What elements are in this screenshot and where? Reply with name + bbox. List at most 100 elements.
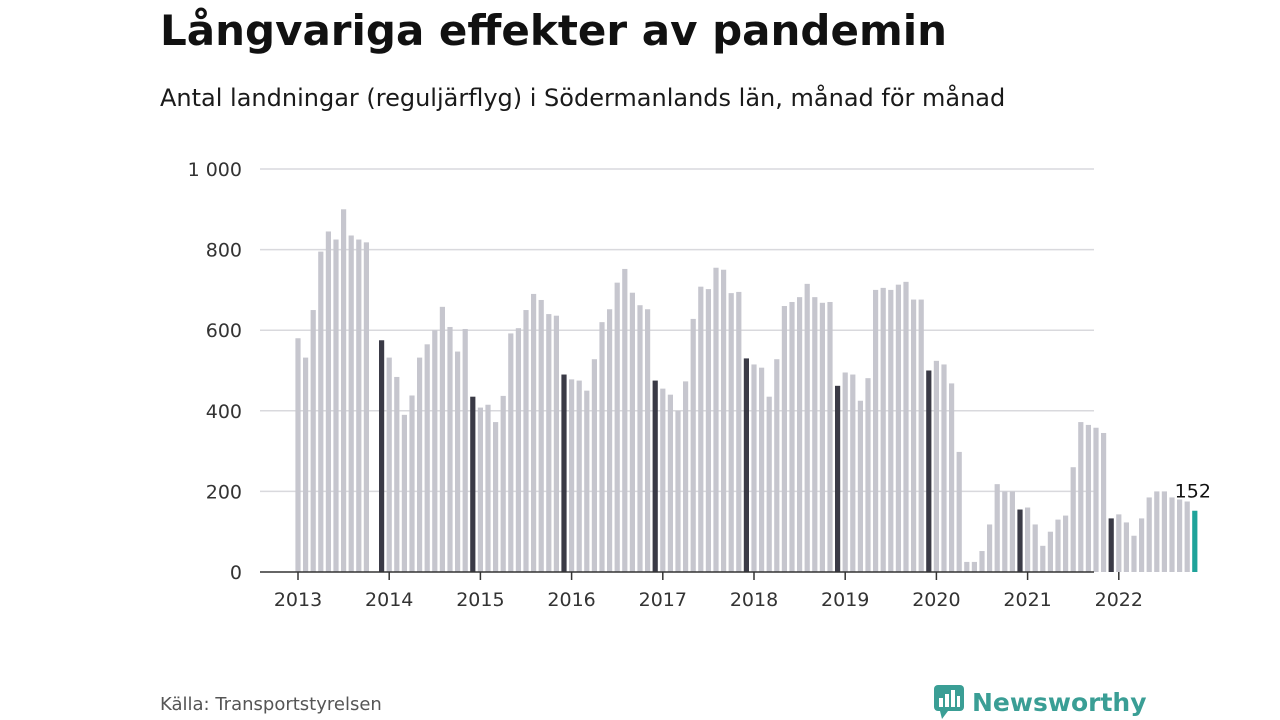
bar [880,287,886,572]
bar [1177,499,1183,572]
x-tick-label: 2018 [730,589,778,611]
bar [523,310,529,572]
x-tick-label: 2014 [365,589,413,611]
bar [1146,497,1152,572]
bar [546,314,552,572]
bar [553,315,559,572]
bar [956,451,962,572]
bar [994,484,1000,572]
bar [325,231,331,572]
bar [310,310,316,572]
chart-subtitle: Antal landningar (reguljärflyg) i Söderm… [160,84,1006,112]
bar [690,318,696,572]
bar [911,299,917,572]
brand-name: Newsworthy [972,687,1147,717]
newsworthy-chart-bubble-icon [934,685,964,719]
bar [660,388,666,572]
bar [933,360,939,572]
bar [1047,531,1053,572]
bar [827,301,833,572]
bar [1055,519,1061,572]
bar [781,306,787,572]
brand-logo: Newsworthy [934,684,1147,720]
bar [569,379,575,572]
bar [857,400,863,572]
bar [417,357,423,572]
bar [348,235,354,572]
bar [1002,491,1008,572]
bar [759,367,765,572]
bar [873,289,879,572]
y-tick-label: 400 [206,401,242,423]
bar-december [470,396,476,572]
bar [607,309,613,572]
bar [797,297,803,572]
bar [979,551,985,572]
bar [675,410,681,572]
bar [341,209,347,573]
latest-value-label: 152 [1175,481,1211,503]
bar [356,239,362,572]
bar [1184,501,1190,572]
bar [645,309,651,572]
bar [1154,491,1160,572]
bar [318,251,324,572]
bar [508,333,514,572]
bar [819,302,825,572]
bar-december [652,380,658,572]
bar-december [926,370,932,572]
bar [538,299,544,572]
bar [584,390,590,572]
bar [1139,518,1145,572]
x-tick-label: 2015 [456,589,504,611]
bar [500,395,506,572]
bar-december [1017,509,1023,572]
bar [1040,545,1046,572]
bar-latest [1192,510,1198,572]
bar [736,291,742,572]
bar [409,395,415,572]
bar [683,381,689,572]
bar [941,364,947,572]
bar [1101,432,1107,572]
bar [591,359,597,572]
bar-december [743,358,749,572]
bar [614,282,620,572]
bar [903,281,909,572]
bar [576,380,582,572]
bar [698,286,704,572]
bar [1131,535,1137,572]
bar-december [379,340,385,572]
bar [1078,422,1084,572]
bar [1063,515,1069,572]
bar [432,330,438,572]
y-axis-ticks: 0 200 400 600 800 1 000 [188,159,242,584]
bar-december [561,374,567,572]
bar [774,359,780,572]
bar [394,376,400,572]
bar [599,322,605,572]
bar [622,268,628,572]
bar [895,284,901,572]
bar [713,267,719,572]
x-tick-label: 2017 [639,589,687,611]
bar [531,293,537,572]
bar [424,344,430,572]
x-tick-label: 2022 [1095,589,1143,611]
bar [987,524,993,572]
y-tick-label: 200 [206,481,242,503]
bar [1116,514,1122,572]
bar [1161,491,1167,572]
bar-december [835,385,841,572]
bar [949,383,955,572]
bar [333,239,339,572]
bar [850,374,856,572]
bar [1169,497,1175,572]
bar [515,328,521,572]
bar [667,394,673,572]
bar [629,292,635,572]
bar [789,301,795,572]
bar [1070,467,1076,572]
bar [386,357,392,572]
